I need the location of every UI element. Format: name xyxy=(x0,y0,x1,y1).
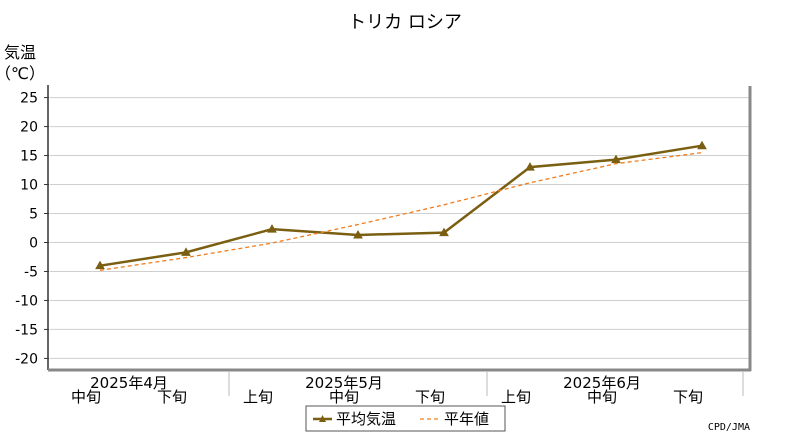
y-tick-label: -5 xyxy=(24,264,38,280)
y-tick-label: 20 xyxy=(20,120,38,136)
x-tick-label: 中旬 xyxy=(587,388,617,406)
y-tick-label: 10 xyxy=(20,178,38,194)
legend-marker-mean xyxy=(319,415,326,422)
credit-text: CPD/JMA xyxy=(708,422,750,433)
series-line-mean xyxy=(99,144,703,267)
data-point-marker xyxy=(181,247,191,256)
y-tick-label: 15 xyxy=(20,149,38,165)
data-point-marker xyxy=(525,162,535,171)
grid-lines xyxy=(50,97,750,359)
y-tick-label: 25 xyxy=(20,91,38,107)
data-point-marker xyxy=(353,229,363,239)
y-tick-label: -10 xyxy=(15,293,38,309)
plot-background xyxy=(50,86,750,370)
x-tick-label: 上旬 xyxy=(501,388,531,406)
y-axis-label: 気温 xyxy=(4,43,36,62)
y-tick-label: 5 xyxy=(29,207,38,223)
y-tick-labels: 25 20 15 10 5 0 -5 -10 -15 -20 xyxy=(15,91,49,367)
x-tick-label: 下旬 xyxy=(415,388,445,406)
month-label: 2025年6月 xyxy=(563,374,641,392)
x-tick-label: 下旬 xyxy=(673,388,703,406)
y-tick-label: -15 xyxy=(15,322,38,338)
y-tick-label: -20 xyxy=(15,351,38,367)
x-tick-label: 中旬 xyxy=(329,388,359,406)
legend-label-normal: 平年値 xyxy=(444,410,489,428)
legend-label-mean: 平均気温 xyxy=(336,410,396,428)
x-tick-label: 下旬 xyxy=(157,388,187,406)
x-tick-label: 上旬 xyxy=(243,388,273,406)
chart-title: トリカ ロシア xyxy=(348,12,462,33)
legend: 平均気温 平年値 xyxy=(305,405,506,432)
data-point-marker xyxy=(697,140,707,150)
y-tick-label: 0 xyxy=(29,235,38,251)
series-group xyxy=(95,140,707,271)
data-point-marker xyxy=(267,224,277,233)
month-label: 2025年5月 xyxy=(305,374,383,392)
data-point-marker xyxy=(439,227,449,237)
series-line-normal xyxy=(99,152,703,271)
legend-box xyxy=(305,405,506,432)
month-label: 2025年4月 xyxy=(90,374,168,392)
x-tick-label: 中旬 xyxy=(71,388,101,406)
data-point-marker xyxy=(95,260,105,270)
data-point-marker xyxy=(611,154,621,164)
y-axis-unit: （℃） xyxy=(0,64,45,83)
